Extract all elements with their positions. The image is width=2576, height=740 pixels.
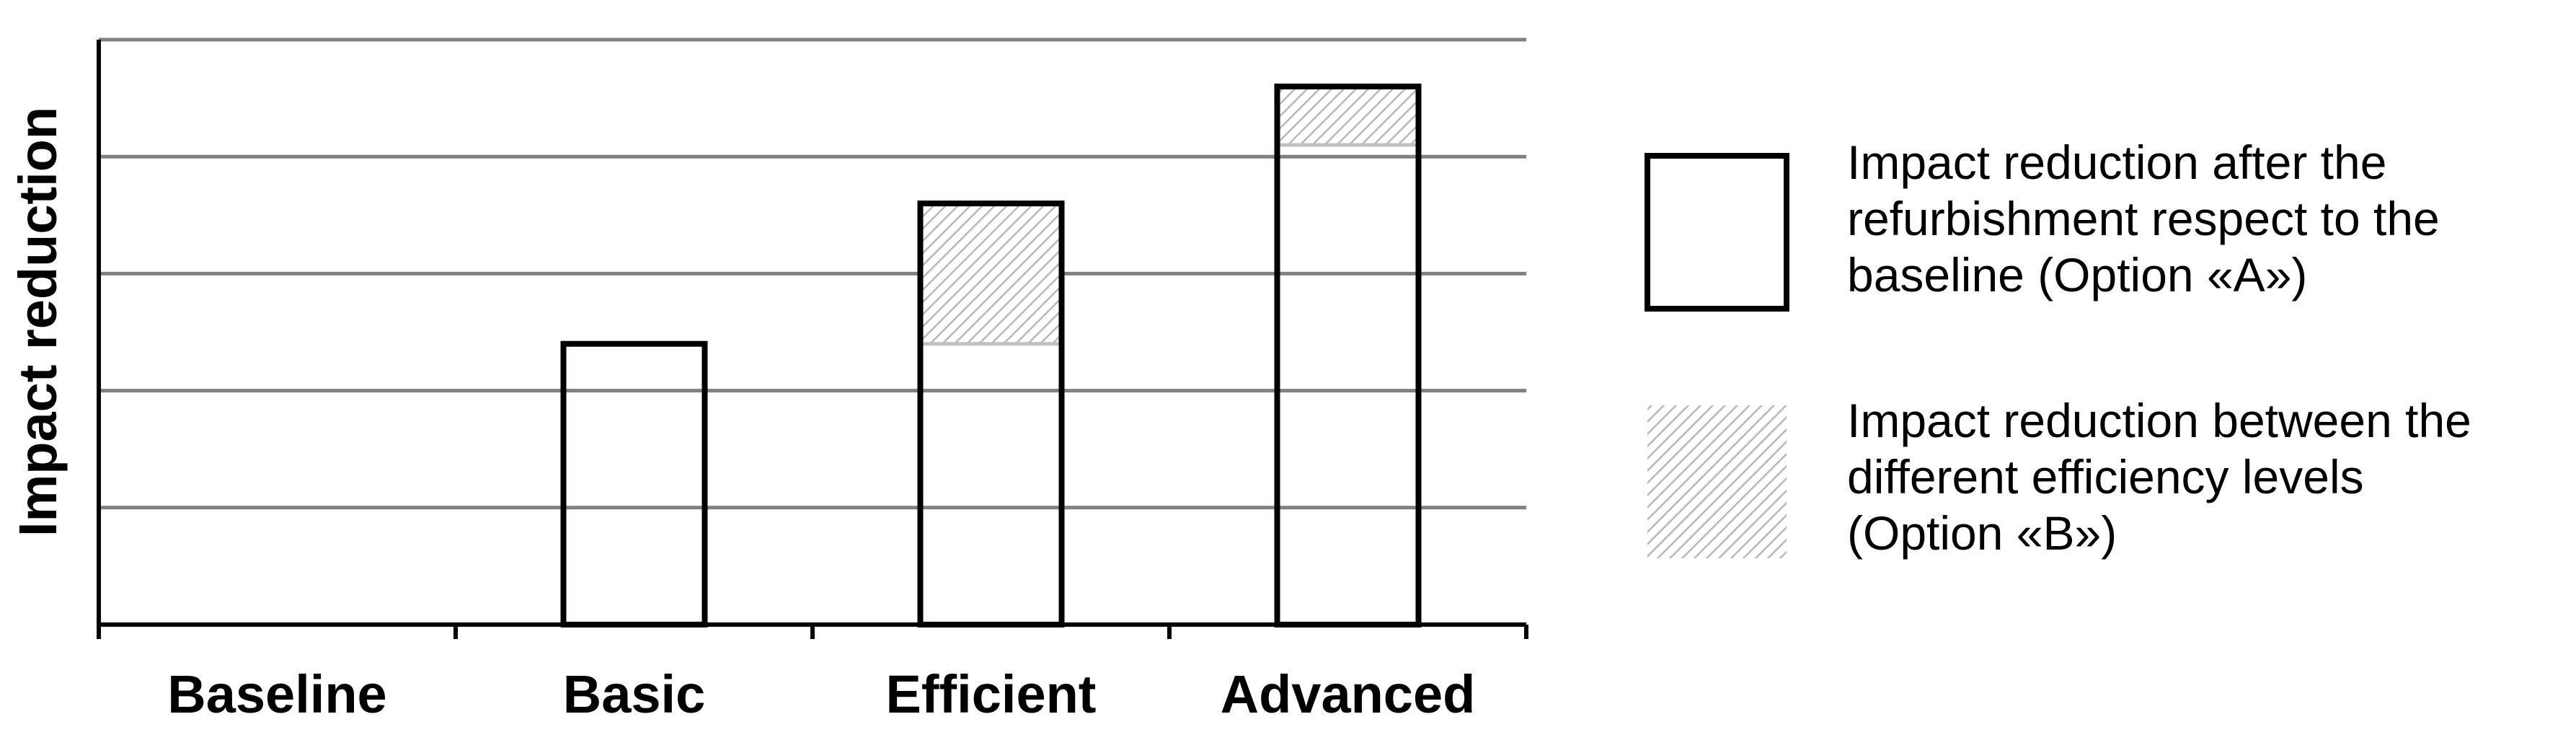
bars: [560, 83, 1422, 627]
legend-text-line: baseline (Option «A»): [1847, 248, 2307, 301]
x-tick-label-basic: Basic: [563, 664, 705, 724]
x-tick-label-baseline: Baseline: [167, 664, 386, 724]
bar-option-a-advanced: [1274, 83, 1422, 627]
legend: Impact reduction after therefurbishment …: [1645, 136, 2471, 560]
bar-option-a-efficient: [917, 201, 1065, 627]
gridlines: [99, 38, 1526, 510]
legend-text-line: Impact reduction after the: [1847, 136, 2386, 189]
legend-swatch-option-a: [1645, 153, 1789, 312]
legend-text-line: different efficiency levels: [1847, 450, 2364, 503]
bar-option-a-basic: [560, 340, 708, 627]
x-tick-labels: Baseline Basic Efficient Advanced: [167, 664, 1475, 724]
bar-option-b-efficient: [920, 203, 1062, 344]
x-tick-label-advanced: Advanced: [1221, 664, 1476, 724]
y-axis-label: Impact reduction: [8, 107, 68, 537]
x-tick-label-efficient: Efficient: [886, 664, 1097, 724]
bar-option-b-advanced: [1277, 86, 1419, 145]
legend-text-line: (Option «B»): [1847, 506, 2117, 560]
legend-text-line: refurbishment respect to the: [1847, 192, 2440, 245]
legend-text-line: Impact reduction between the: [1847, 394, 2471, 447]
legend-swatch-option-b: [1647, 405, 1787, 558]
